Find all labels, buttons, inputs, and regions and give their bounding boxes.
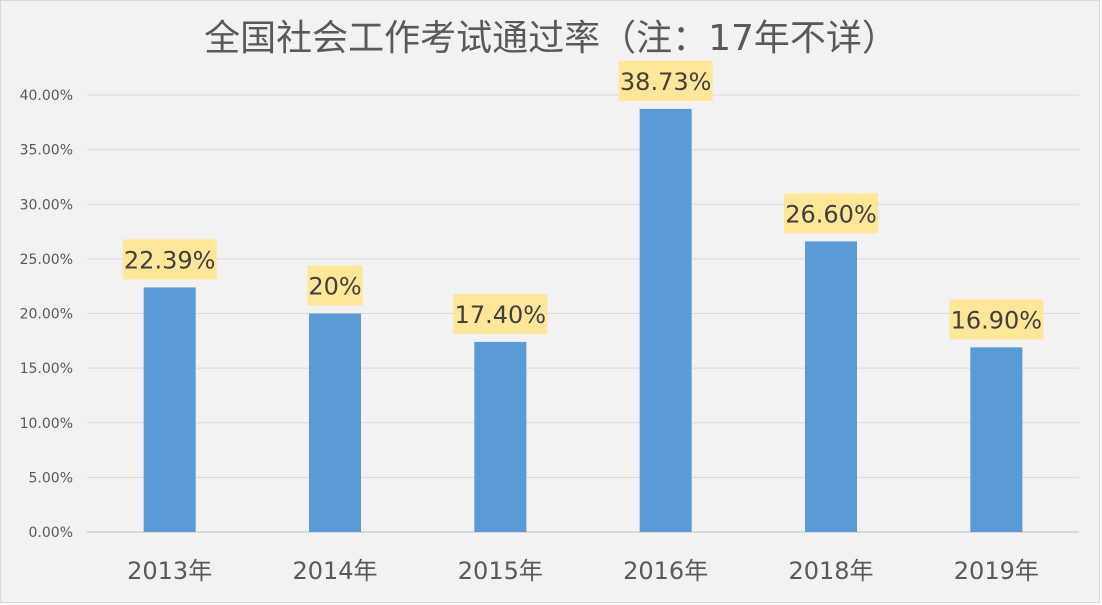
data-label: 38.73% — [620, 68, 712, 96]
data-label-background — [122, 239, 217, 280]
x-category-label: 2014年 — [292, 557, 377, 585]
y-tick-label: 40.00% — [20, 88, 73, 104]
y-tick-label: 35.00% — [20, 143, 73, 159]
data-label: 17.40% — [455, 301, 547, 329]
y-tick-label: 30.00% — [20, 197, 73, 213]
data-label: 26.60% — [785, 200, 877, 228]
bar — [474, 341, 527, 532]
data-label: 16.90% — [951, 306, 1043, 334]
data-label-background — [949, 299, 1044, 340]
y-tick-label: 20.00% — [20, 307, 73, 323]
data-label: 20% — [308, 273, 361, 301]
x-category-label: 2019年 — [954, 557, 1039, 585]
bar — [805, 241, 857, 532]
bar — [639, 108, 692, 532]
data-label-background — [784, 193, 878, 234]
data-label-background — [453, 293, 548, 334]
data-label: 22.39% — [124, 246, 216, 274]
chart-title: 全国社会工作考试通过率（注：17年不详） — [204, 18, 898, 59]
y-tick-label: 15.00% — [20, 361, 73, 377]
y-tick-label: 25.00% — [20, 252, 73, 268]
bar — [309, 313, 361, 532]
data-label-background — [307, 265, 363, 306]
bar — [143, 287, 196, 532]
y-tick-label: 0.00% — [29, 525, 73, 541]
x-category-label: 2013年 — [127, 557, 212, 585]
bar — [970, 347, 1023, 532]
data-label-background — [618, 60, 713, 101]
x-category-label: 2016年 — [623, 557, 708, 585]
y-tick-label: 10.00% — [20, 416, 73, 432]
y-tick-label: 5.00% — [29, 470, 73, 486]
x-category-label: 2015年 — [458, 557, 543, 585]
x-category-label: 2018年 — [788, 557, 873, 585]
